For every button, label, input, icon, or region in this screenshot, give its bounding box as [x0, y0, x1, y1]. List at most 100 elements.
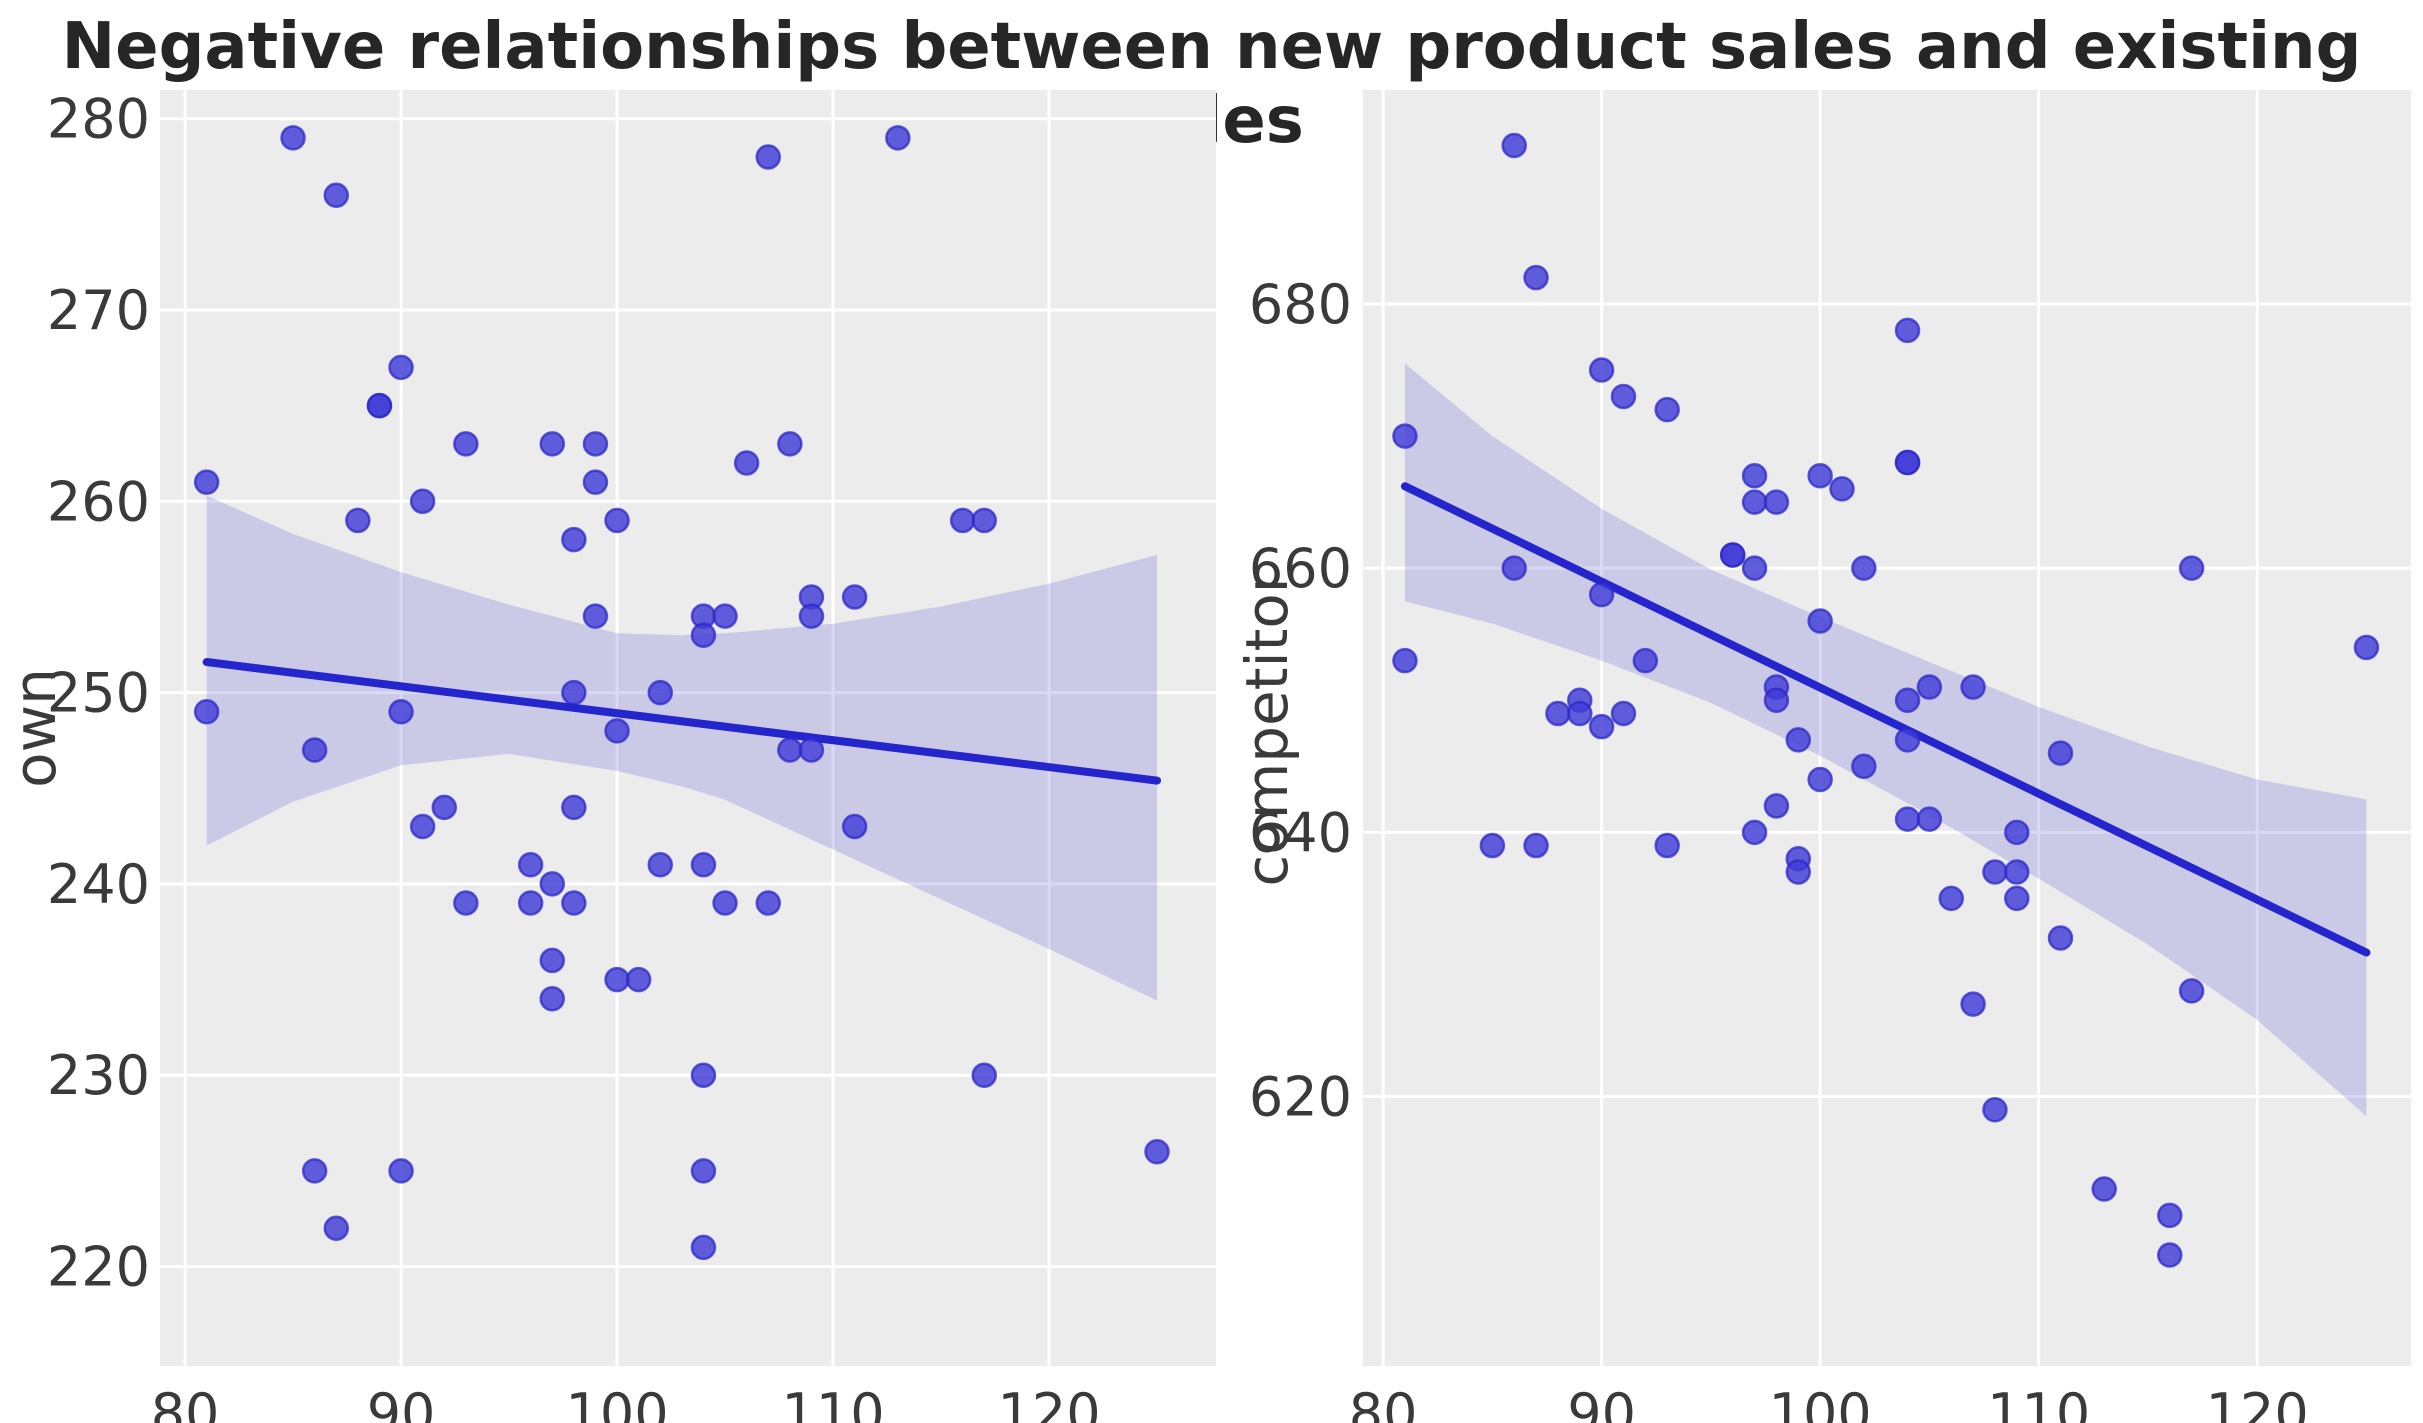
scatter-point — [1654, 396, 1680, 423]
x-tick-label: 120 — [2206, 1382, 2309, 1423]
scatter-point — [690, 1062, 717, 1088]
scatter-point — [1567, 700, 1593, 727]
scatter-point — [949, 507, 976, 534]
scatter-point — [2157, 1202, 2183, 1229]
scatter-point — [1785, 859, 1812, 885]
scatter-point — [1916, 806, 1943, 832]
scatter-point — [1807, 608, 1833, 634]
scatter-point — [453, 431, 479, 457]
scatter-point — [301, 1158, 328, 1184]
scatter-point — [1785, 727, 1812, 753]
scatter-point — [539, 871, 565, 897]
scatter-point — [1741, 555, 1768, 581]
y-axis-label-own-vs-new: own — [1, 668, 69, 788]
scatter-point — [1479, 832, 1506, 859]
scatter-point — [625, 966, 652, 993]
scatter-point — [301, 737, 328, 763]
scatter-point — [193, 698, 220, 725]
scatter-point — [582, 431, 609, 457]
y-tick-label: 640 — [1249, 801, 1352, 864]
scatter-point — [1763, 687, 1790, 714]
confidence-band — [206, 495, 1158, 1001]
scatter-point — [280, 125, 306, 151]
scatter-point — [604, 507, 630, 534]
scatter-point — [409, 813, 436, 840]
scatter-point — [582, 603, 609, 629]
scatter-point — [1144, 1138, 1170, 1165]
y-tick-label: 220 — [47, 1236, 150, 1299]
scatter-point — [2004, 819, 2030, 846]
scatter-point — [733, 450, 760, 476]
scatter-point — [1588, 713, 1615, 740]
subplot-own-vs-new: 8090100110120220230240250260270280newown — [1, 88, 1216, 1423]
x-tick-label: 80 — [1349, 1382, 1418, 1423]
scatter-point — [690, 1158, 717, 1184]
scatter-point — [561, 794, 587, 821]
scatter-point — [1851, 555, 1877, 581]
x-tick-label: 110 — [782, 1382, 885, 1423]
scatter-point — [712, 890, 738, 916]
scatter-point — [1632, 647, 1659, 674]
scatter-point — [539, 947, 565, 974]
scatter-point — [2004, 859, 2030, 885]
scatter-point — [1501, 132, 1527, 159]
scatter-point — [388, 698, 414, 725]
scatter-point — [1807, 462, 1833, 489]
scatter-point — [561, 526, 587, 553]
scatter-point — [561, 890, 587, 916]
y-tick-label: 270 — [47, 279, 150, 342]
scatter-point — [1588, 357, 1615, 383]
x-tick-label: 100 — [1769, 1382, 1872, 1423]
scatter-point — [323, 182, 350, 208]
scatter-point — [690, 1234, 717, 1261]
scatter-point — [1982, 1096, 2008, 1123]
y-tick-label: 660 — [1249, 537, 1352, 600]
scatter-point — [539, 431, 565, 457]
scatter-point — [1763, 793, 1790, 819]
confidence-band — [1404, 363, 2367, 1117]
scatter-point — [1741, 819, 1768, 846]
y-tick-label: 230 — [47, 1044, 150, 1107]
y-tick-label: 260 — [47, 470, 150, 533]
scatter-point — [2353, 634, 2380, 661]
scatter-point — [1982, 859, 2008, 885]
scatter-point — [1960, 674, 1986, 700]
scatter-point — [1851, 753, 1877, 780]
x-tick-label: 120 — [997, 1382, 1100, 1423]
scatter-point — [1829, 476, 1855, 502]
scatter-point — [517, 852, 544, 878]
scatter-point — [841, 813, 868, 840]
scatter-point — [1719, 542, 1746, 568]
scatter-point — [777, 431, 803, 457]
scatter-point — [453, 890, 479, 916]
y-tick-label: 240 — [47, 853, 150, 916]
scatter-point — [193, 469, 220, 495]
scatter-point — [1763, 489, 1790, 515]
x-tick-label: 100 — [566, 1382, 669, 1423]
y-axis-label-competitor-vs-new: competitor — [1233, 569, 1301, 886]
scatter-point — [690, 622, 717, 648]
scatter-point — [1610, 383, 1637, 410]
y-tick-label: 620 — [1249, 1066, 1352, 1129]
regression-line — [202, 658, 1162, 785]
scatter-point — [798, 603, 825, 629]
scatter-point — [1960, 991, 1986, 1017]
scatter-point — [2178, 555, 2205, 581]
scatter-point — [1916, 674, 1943, 700]
scatter-point — [1392, 423, 1418, 449]
scatter-point — [2091, 1176, 2117, 1202]
scatter-point — [604, 966, 630, 993]
scatter-point — [2178, 978, 2205, 1004]
scatter-point — [1894, 317, 1921, 344]
x-tick-label: 110 — [1987, 1382, 2090, 1423]
scatter-point — [1741, 489, 1768, 515]
scatter-point — [1938, 885, 1964, 912]
scatter-point — [388, 354, 414, 381]
scatter-point — [1501, 555, 1527, 581]
scatter-point — [647, 679, 673, 706]
scatter-point — [1894, 727, 1921, 753]
regression-line — [1400, 482, 2371, 957]
scatter-point — [755, 144, 781, 170]
subplot-competitor-vs-new: 8090100110120620640660680newcompetitor — [1233, 90, 2411, 1423]
